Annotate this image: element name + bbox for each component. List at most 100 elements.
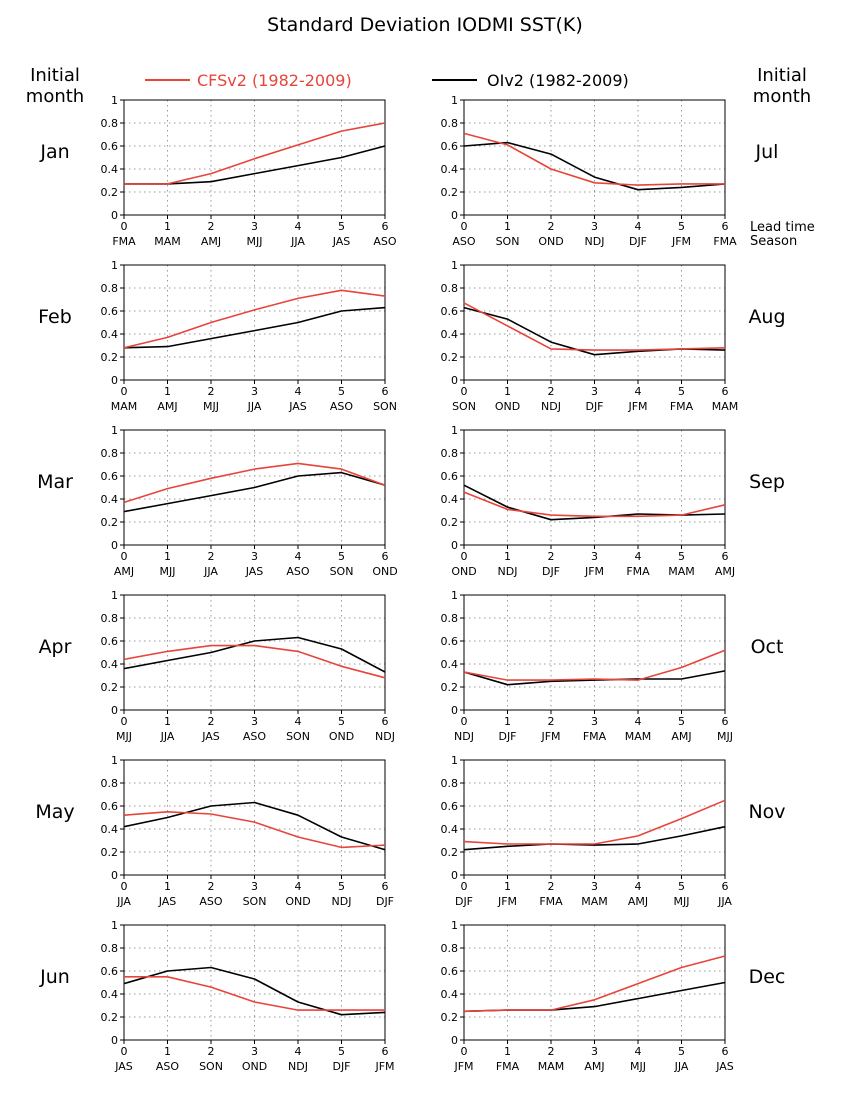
right-header-line2: month xyxy=(753,86,811,107)
x-tick-label: 6 xyxy=(382,385,389,398)
season-label: AMJ xyxy=(628,895,648,908)
x-tick-label: 3 xyxy=(591,715,598,728)
x-tick-label: 2 xyxy=(208,715,215,728)
x-tick-label: 2 xyxy=(208,880,215,893)
panel-apr: 0 0.2 0.4 0.6 0.8 1 0 MJJ 1 JJA 2 JAS 3 ASO 4 SON 5 OND 6 N… xyxy=(39,589,395,743)
y-tick-label: 0.2 xyxy=(101,186,119,199)
y-tick-label: 0 xyxy=(451,539,458,552)
season-label: MJJ xyxy=(203,400,219,413)
y-tick-label: 0.8 xyxy=(441,777,459,790)
series-line-oiv2 xyxy=(463,670,726,686)
x-tick-label: 6 xyxy=(722,1045,729,1058)
y-tick-label: 0.2 xyxy=(441,1011,459,1024)
x-tick-label: 1 xyxy=(164,1045,171,1058)
season-label: OND xyxy=(242,1060,267,1073)
y-tick-label: 0 xyxy=(111,209,118,222)
x-tick-label: 4 xyxy=(635,880,642,893)
x-tick-label: 1 xyxy=(504,220,511,233)
x-tick-label: 5 xyxy=(338,880,345,893)
season-label: SON xyxy=(330,565,354,578)
x-tick-label: 2 xyxy=(548,880,555,893)
x-tick-label: 2 xyxy=(548,385,555,398)
x-tick-label: 5 xyxy=(338,385,345,398)
x-tick-label: 4 xyxy=(635,1045,642,1058)
right-header-line1: Initial xyxy=(757,65,807,86)
x-tick-label: 0 xyxy=(461,880,468,893)
season-label: MAM xyxy=(668,565,695,578)
y-tick-label: 1 xyxy=(451,424,458,437)
x-tick-label: 6 xyxy=(722,880,729,893)
x-tick-label: 2 xyxy=(548,1045,555,1058)
x-tick-label: 0 xyxy=(121,550,128,563)
panel-feb: 0 0.2 0.4 0.6 0.8 1 0 MAM 1 AMJ 2 MJJ 3 JJA 4 JAS 5 ASO 6 S… xyxy=(38,259,397,413)
x-tick-label: 3 xyxy=(251,715,258,728)
season-label: SON xyxy=(199,1060,223,1073)
season-label: JAS xyxy=(201,730,220,743)
x-tick-label: 1 xyxy=(504,550,511,563)
x-tick-label: 1 xyxy=(504,715,511,728)
y-tick-label: 0.2 xyxy=(101,1011,119,1024)
initial-month-label: Oct xyxy=(751,636,784,658)
initial-month-label: Aug xyxy=(748,306,785,328)
y-tick-label: 0.6 xyxy=(101,140,119,153)
initial-month-label: Dec xyxy=(749,966,786,988)
y-tick-label: 0.8 xyxy=(101,942,119,955)
season-label: NDJ xyxy=(498,565,518,578)
y-tick-label: 0.6 xyxy=(101,635,119,648)
season-label: JAS xyxy=(158,895,177,908)
x-tick-label: 3 xyxy=(251,1045,258,1058)
season-label: DJF xyxy=(629,235,647,248)
series-line-oiv2 xyxy=(123,306,386,349)
initial-month-label: Nov xyxy=(748,801,785,823)
season-label: FMA xyxy=(112,235,136,248)
y-tick-label: 0 xyxy=(111,374,118,387)
x-tick-label: 0 xyxy=(121,715,128,728)
season-label: JAS xyxy=(114,1060,133,1073)
x-tick-label: 3 xyxy=(251,550,258,563)
series-line-oiv2 xyxy=(463,981,726,1013)
x-tick-label: 3 xyxy=(591,1045,598,1058)
panel-nov: 0 0.2 0.4 0.6 0.8 1 0 DJF 1 JFM 2 FMA 3 MAM 4 AMJ 5 MJJ 6 J… xyxy=(441,754,786,908)
x-tick-label: 2 xyxy=(208,385,215,398)
season-label: DJF xyxy=(542,565,560,578)
x-tick-label: 1 xyxy=(504,880,511,893)
plot-frame xyxy=(123,924,386,1041)
season-label: SON xyxy=(373,400,397,413)
y-tick-label: 0.4 xyxy=(101,823,119,836)
x-tick-label: 5 xyxy=(678,385,685,398)
y-tick-label: 0 xyxy=(451,869,458,882)
season-label: AMJ xyxy=(114,565,134,578)
series-line-oiv2 xyxy=(124,145,386,185)
left-header-line1: Initial xyxy=(30,65,80,86)
y-tick-label: 0.6 xyxy=(441,470,459,483)
x-tick-label: 5 xyxy=(678,715,685,728)
x-tick-label: 1 xyxy=(164,550,171,563)
season-label: OND xyxy=(538,235,563,248)
season-label: SON xyxy=(496,235,520,248)
season-label: OND xyxy=(285,895,310,908)
x-tick-label: 0 xyxy=(121,1045,128,1058)
panel-aug: 0 0.2 0.4 0.6 0.8 1 0 SON 1 OND 2 NDJ 3 DJF 4 JFM 5 FMA 6 M… xyxy=(441,259,786,413)
season-label: MAM xyxy=(625,730,652,743)
y-tick-label: 1 xyxy=(111,424,118,437)
panel-oct: 0 0.2 0.4 0.6 0.8 1 0 NDJ 1 DJF 2 JFM 3 FMA 4 MAM 5 AMJ 6 M… xyxy=(441,589,784,743)
season-label: ASO xyxy=(286,565,310,578)
season-label: DJF xyxy=(585,400,603,413)
x-tick-label: 5 xyxy=(338,1045,345,1058)
x-tick-label: 4 xyxy=(295,385,302,398)
season-label: MJJ xyxy=(160,565,176,578)
x-tick-label: 5 xyxy=(678,220,685,233)
series-line-oiv2 xyxy=(123,966,386,1016)
y-tick-label: 0.8 xyxy=(101,117,119,130)
season-label: DJF xyxy=(376,895,394,908)
y-tick-label: 0.2 xyxy=(101,351,119,364)
y-tick-label: 0.8 xyxy=(101,282,119,295)
y-tick-label: 1 xyxy=(111,94,118,107)
y-tick-label: 1 xyxy=(111,919,118,932)
initial-month-label: Mar xyxy=(37,471,73,493)
x-tick-label: 6 xyxy=(722,715,729,728)
x-tick-label: 6 xyxy=(382,220,389,233)
season-label: JFM xyxy=(540,730,560,743)
y-tick-label: 0 xyxy=(111,539,118,552)
